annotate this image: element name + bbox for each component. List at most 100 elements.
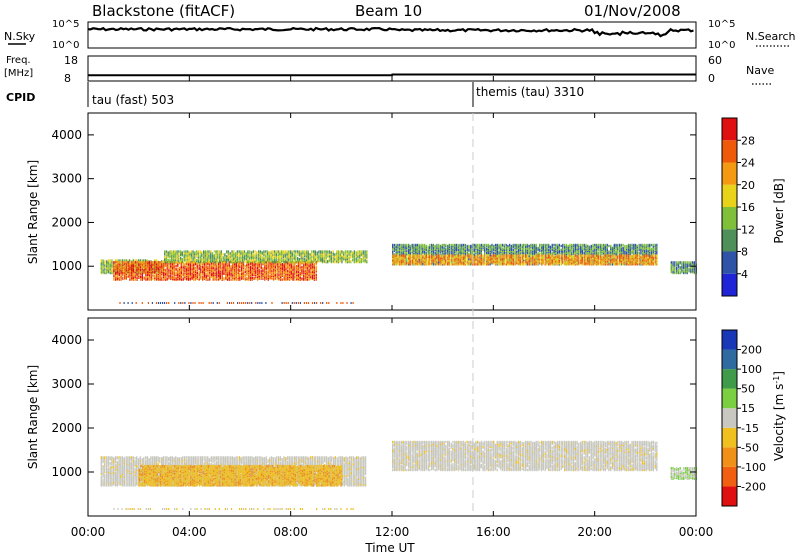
heat-cell <box>273 255 276 258</box>
heat-cell <box>178 256 180 259</box>
heat-cell <box>178 269 181 273</box>
heat-cell <box>168 261 170 264</box>
heat-cell <box>194 269 197 273</box>
heat-cell <box>150 274 152 277</box>
heat-cell <box>147 277 149 280</box>
heat-cell <box>225 276 227 279</box>
heat-cell <box>216 263 218 266</box>
heat-cell <box>197 250 199 253</box>
heat-cell <box>104 264 106 267</box>
heat-cell <box>163 271 165 275</box>
heat-cell <box>225 261 227 264</box>
heat-cell <box>289 255 292 258</box>
heat-cell <box>279 250 281 253</box>
heat-cell <box>249 262 252 265</box>
heat-cell <box>215 258 217 261</box>
heat-cell <box>311 270 314 274</box>
heat-cell <box>229 254 231 257</box>
heat-cell <box>306 263 308 266</box>
heat-cell <box>247 255 249 258</box>
heat-cell <box>339 254 341 257</box>
heat-cell <box>296 270 298 274</box>
heat-cell <box>306 261 308 264</box>
heat-cell <box>302 258 304 261</box>
heat-cell <box>352 259 354 262</box>
heat-cell <box>245 252 247 255</box>
heat-cell <box>252 259 254 263</box>
heat-cell <box>239 272 241 275</box>
heat-cell <box>122 273 124 276</box>
heat-cell <box>173 261 175 264</box>
heat-cell <box>304 276 307 279</box>
heat-cell <box>132 261 135 264</box>
heat-cell <box>283 261 285 264</box>
heat-cell <box>153 259 156 262</box>
heat-cell <box>443 243 445 247</box>
heat-cell <box>143 259 145 262</box>
heat-cell <box>209 266 211 270</box>
heat-cell <box>243 250 246 253</box>
heat-cell <box>167 254 169 257</box>
heat-cell <box>221 269 223 273</box>
heat-cell <box>507 251 509 254</box>
heat-cell <box>164 270 167 274</box>
heat-cell <box>475 243 477 247</box>
heat-cell <box>309 256 311 259</box>
heat-cell <box>295 250 297 253</box>
heat-cell <box>484 243 486 247</box>
heat-cell <box>272 250 274 253</box>
heat-cell <box>210 262 213 265</box>
heat-cell <box>264 274 266 277</box>
heat-cell <box>120 270 122 274</box>
heat-cell <box>341 260 343 264</box>
heat-cell <box>248 267 250 271</box>
heat-cell <box>227 255 230 258</box>
heat-cell <box>181 251 183 254</box>
heat-cell <box>124 264 126 268</box>
heat-cell <box>233 269 236 273</box>
heat-cell <box>392 245 394 249</box>
heat-cell <box>145 266 147 270</box>
heat-cell <box>212 261 214 264</box>
heat-cell <box>304 250 306 253</box>
heat-cell <box>332 259 334 262</box>
heat-cell <box>185 250 187 253</box>
heat-cell <box>392 243 394 247</box>
heat-cell <box>100 262 102 265</box>
heat-cell <box>124 261 126 264</box>
heat-cell <box>147 268 149 272</box>
heat-cell <box>234 252 237 255</box>
heat-cell <box>525 248 527 251</box>
heat-cell <box>452 243 454 247</box>
heat-cell <box>415 243 417 247</box>
heat-cell <box>215 254 217 257</box>
heat-cell <box>171 271 174 275</box>
heat-cell <box>282 250 285 253</box>
heat-cell <box>292 264 294 268</box>
heat-cell <box>350 250 352 253</box>
heat-cell <box>218 267 220 271</box>
heat-cell <box>274 277 276 280</box>
heat-cell <box>178 266 181 270</box>
heat-cell <box>299 271 301 275</box>
heat-cell <box>278 261 280 264</box>
heat-cell <box>294 278 296 281</box>
heat-cell <box>572 243 575 247</box>
heat-cell <box>436 243 438 247</box>
heat-cell <box>170 274 172 277</box>
heat-cell <box>139 272 142 275</box>
heat-cell <box>219 265 221 269</box>
heat-cell <box>468 248 470 251</box>
freq-tick-right-top: 60 <box>708 54 722 67</box>
heat-cell <box>161 263 163 266</box>
heat-cell <box>206 250 208 253</box>
heat-cell <box>232 267 234 271</box>
heat-cell <box>477 246 479 250</box>
heat-cell <box>434 244 436 248</box>
heat-cell <box>457 248 459 251</box>
heat-cell <box>311 276 314 279</box>
heat-cell <box>182 263 184 267</box>
heat-cell <box>264 278 266 281</box>
heat-cell <box>100 270 102 274</box>
heat-cell <box>343 253 345 256</box>
